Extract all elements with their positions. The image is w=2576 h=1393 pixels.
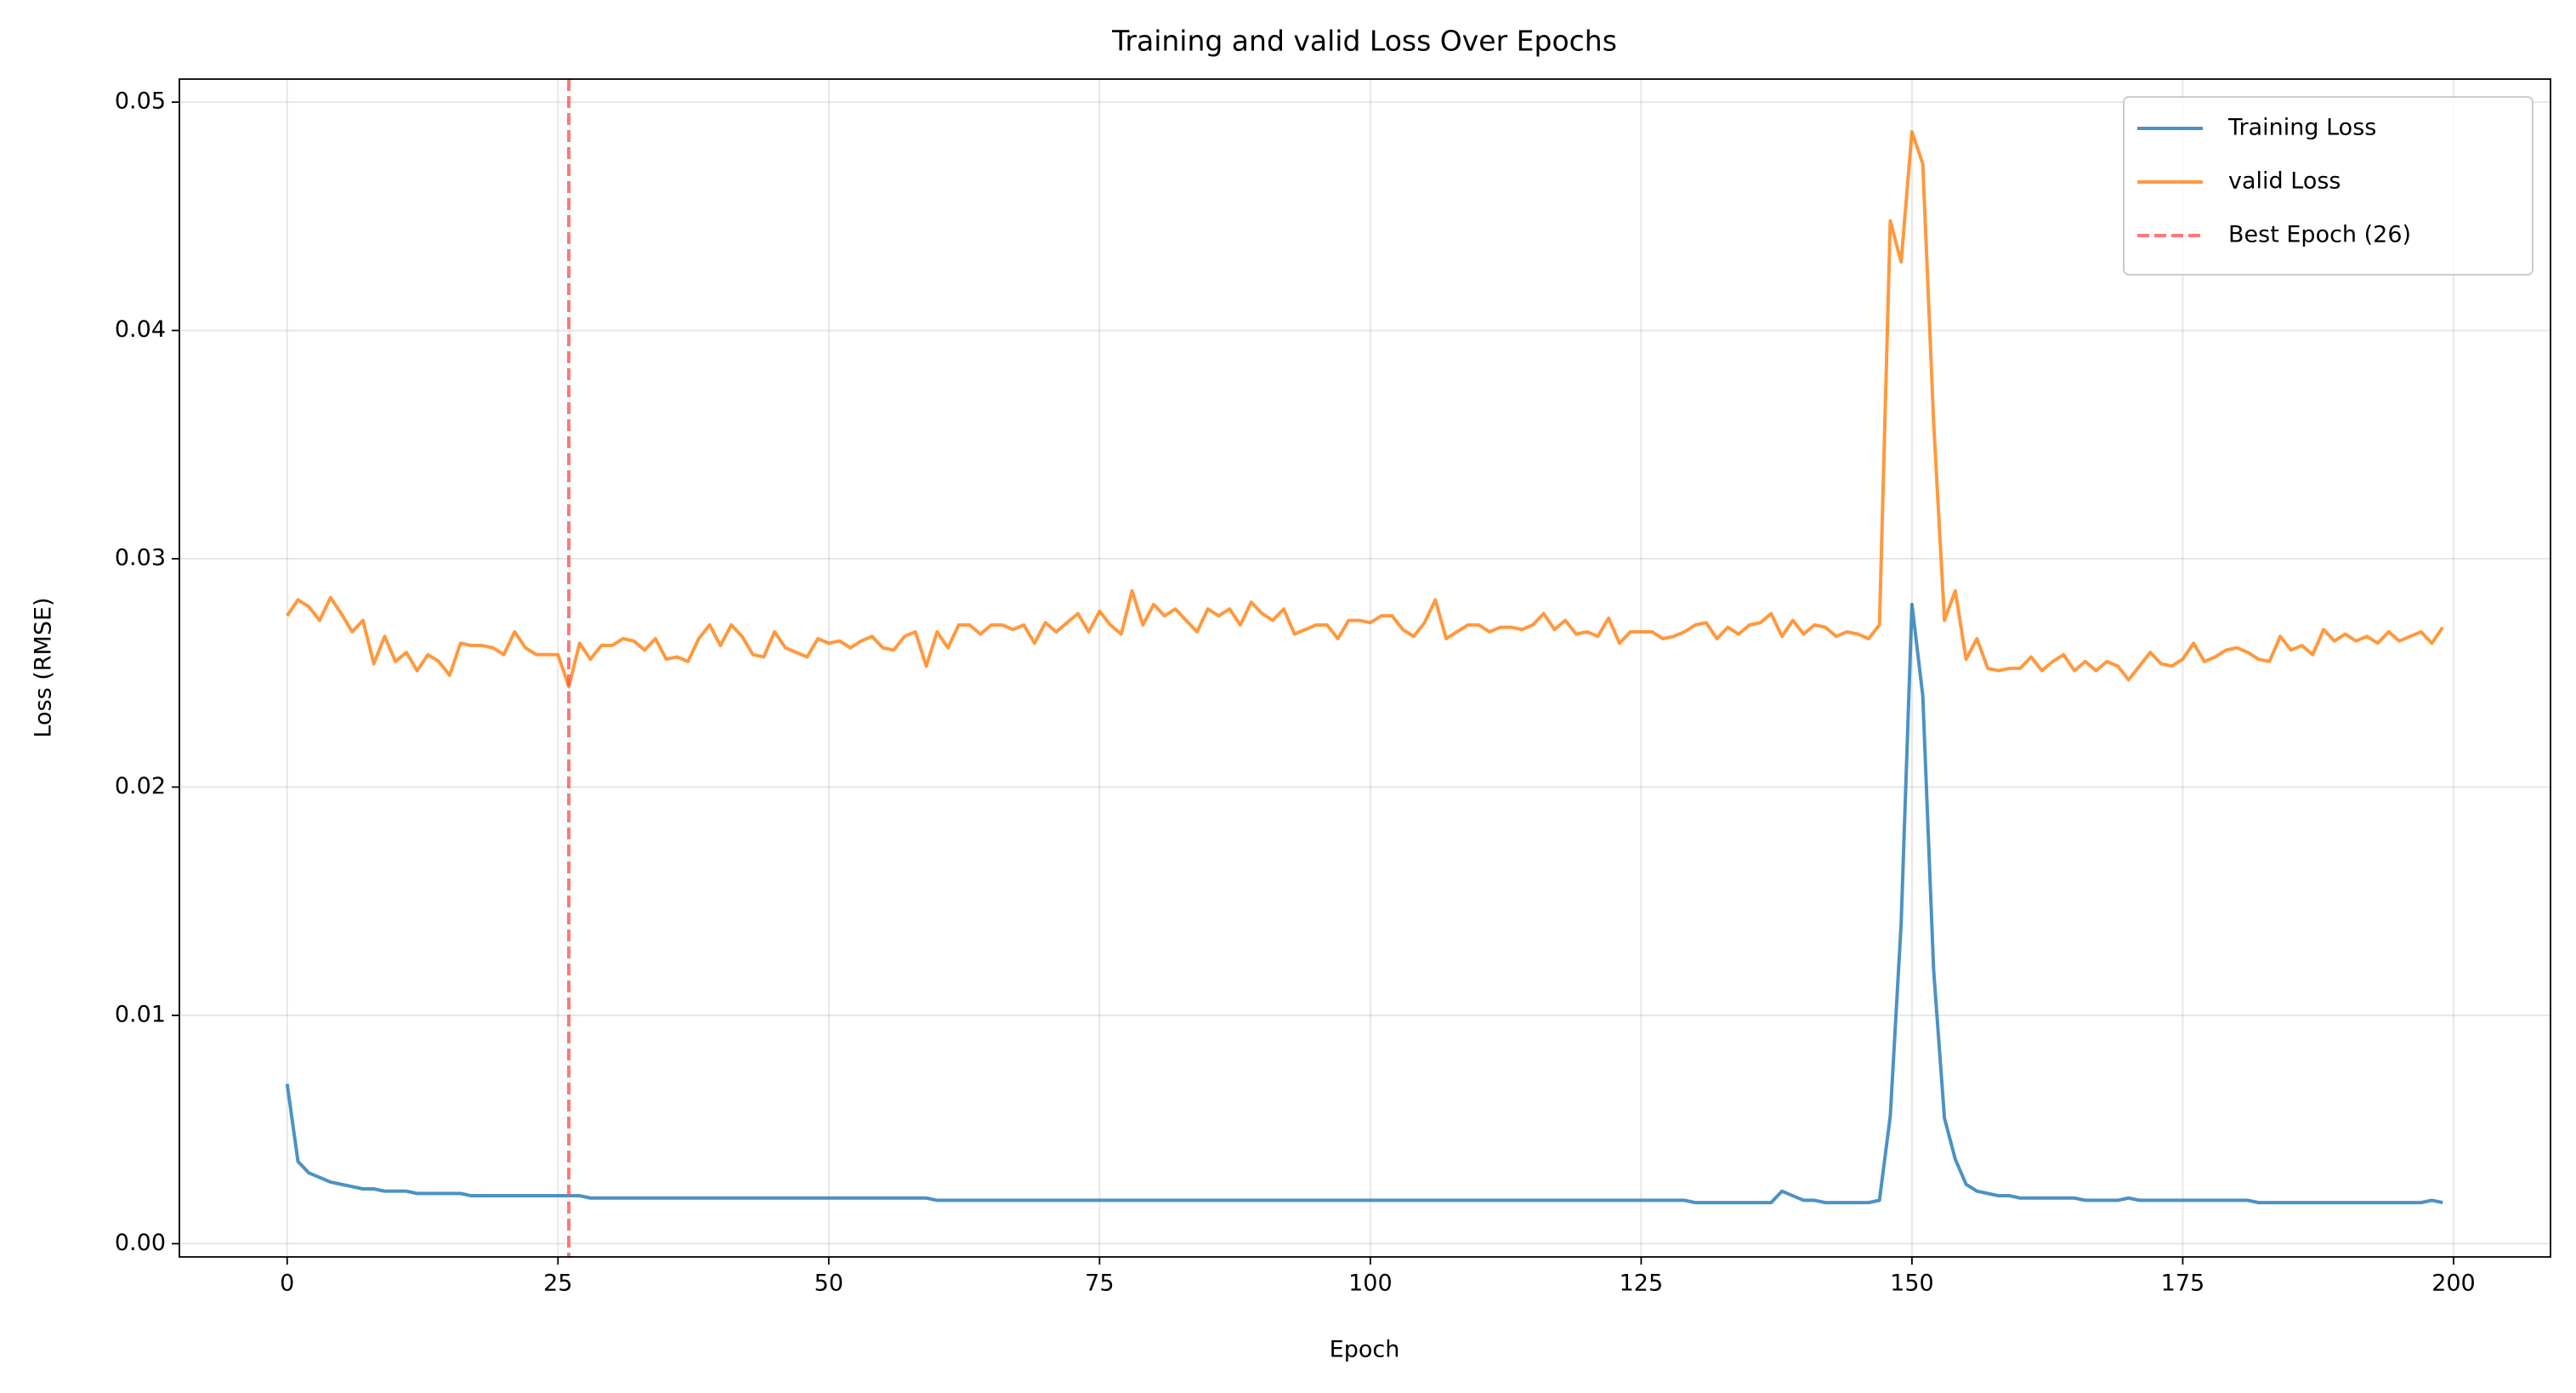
y-tick-label: 0.05 — [115, 88, 166, 115]
legend: Training Loss valid Loss Best Epoch (26) — [2123, 96, 2533, 276]
x-tick-label: 200 — [2431, 1271, 2476, 1297]
x-tick-label: 75 — [1085, 1271, 1114, 1297]
y-tick-label: 0.03 — [115, 545, 166, 571]
x-tick-label: 175 — [2161, 1271, 2205, 1297]
x-tick-label: 150 — [1890, 1271, 1934, 1297]
y-tick-label: 0.04 — [115, 316, 166, 343]
y-tick-label: 0.00 — [115, 1230, 166, 1256]
legend-label: Best Epoch (26) — [2228, 222, 2411, 248]
chart-title: Training and valid Loss Over Epochs — [1111, 25, 1617, 58]
series-line — [286, 130, 2444, 689]
y-axis-label: Loss (RMSE) — [31, 597, 57, 737]
x-tick-label: 0 — [280, 1271, 294, 1297]
x-tick-label: 50 — [814, 1271, 843, 1297]
y-tick-label: 0.01 — [115, 1001, 166, 1027]
x-tick-label: 25 — [543, 1271, 572, 1297]
plot-frame — [179, 78, 2551, 1258]
series-line — [285, 602, 2443, 1205]
legend-label: valid Loss — [2228, 168, 2341, 195]
y-tick-label: 0.02 — [115, 773, 166, 799]
legend-box — [2123, 96, 2533, 276]
legend-label: Training Loss — [2227, 115, 2376, 141]
x-tick-label: 100 — [1348, 1271, 1393, 1297]
x-axis-label: Epoch — [1330, 1337, 1400, 1363]
x-tick-label: 125 — [1620, 1271, 1664, 1297]
